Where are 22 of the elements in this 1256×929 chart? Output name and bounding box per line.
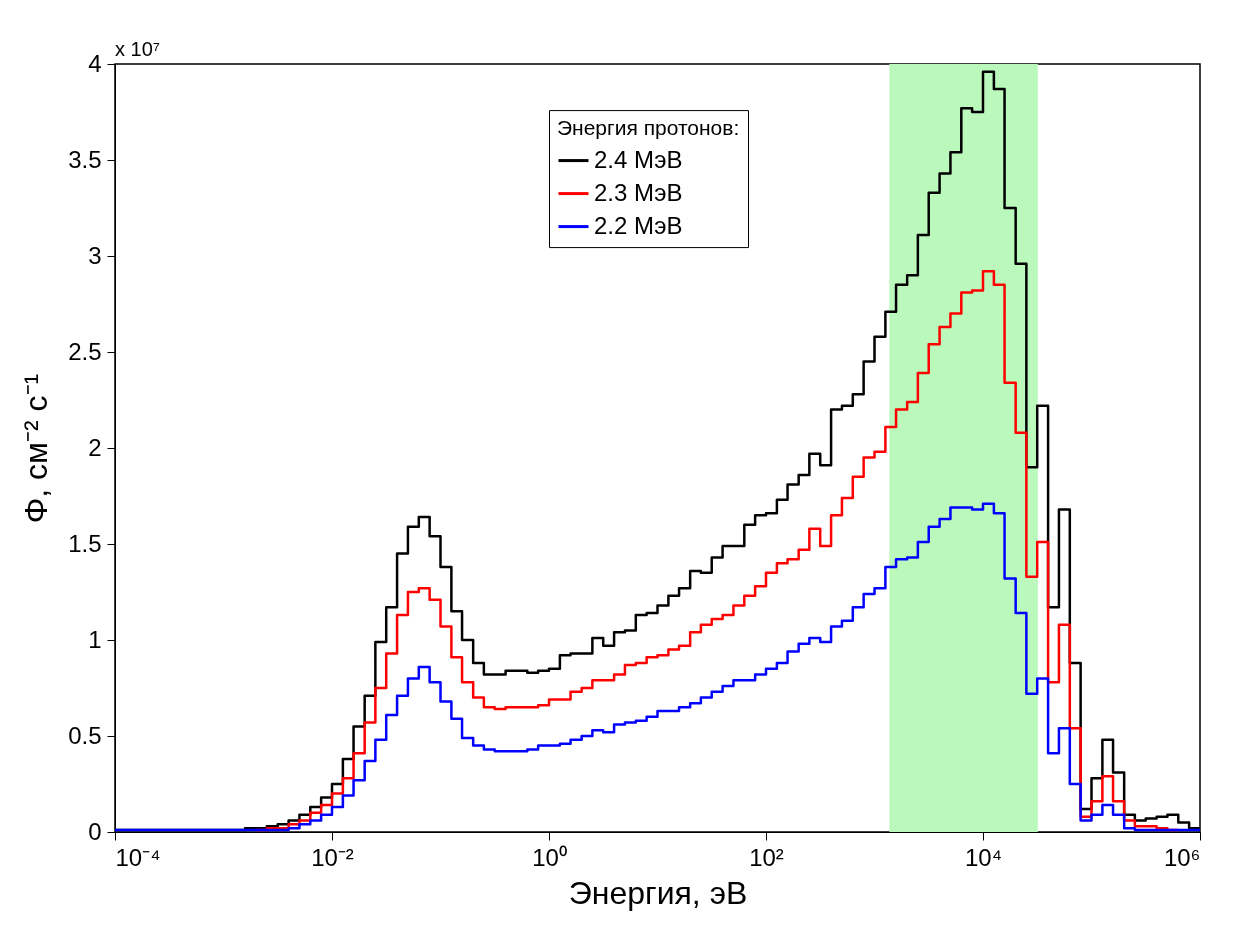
x-tick-label: 10⁰ [532, 843, 567, 871]
legend-label: 2.3 МэВ [594, 178, 683, 206]
x-tick-label: 10⁴ [964, 843, 1003, 871]
x-tick-label: 10⁻² [311, 843, 354, 871]
text: x 10⁷ [115, 38, 161, 60]
y-tick-label: 1 [88, 625, 102, 653]
legend-label: 2.4 МэВ [594, 145, 683, 173]
y-tick-label: 2.5 [68, 337, 102, 365]
y-tick-label: 1.5 [68, 529, 102, 557]
legend-label: 2.2 МэВ [594, 211, 683, 239]
y-axis-title: Φ, см⁻² с⁻¹ [18, 373, 55, 524]
x-tick-label: 10² [749, 843, 784, 871]
legend-title: Энергия протонов: [557, 116, 740, 140]
y-tick-label: 2 [88, 433, 102, 461]
y-tick-label: 3 [88, 241, 102, 269]
y-tick-label: 0 [88, 817, 102, 845]
x-tick-label: 10⁶ [1163, 843, 1201, 871]
x-tick-label: 10⁻⁴ [115, 843, 161, 871]
x-axis-title: Энергия, эВ [568, 874, 748, 911]
y-tick-label: 4 [88, 49, 102, 77]
y-tick-label: 3.5 [68, 145, 102, 173]
y-tick-label: 0.5 [68, 721, 102, 749]
